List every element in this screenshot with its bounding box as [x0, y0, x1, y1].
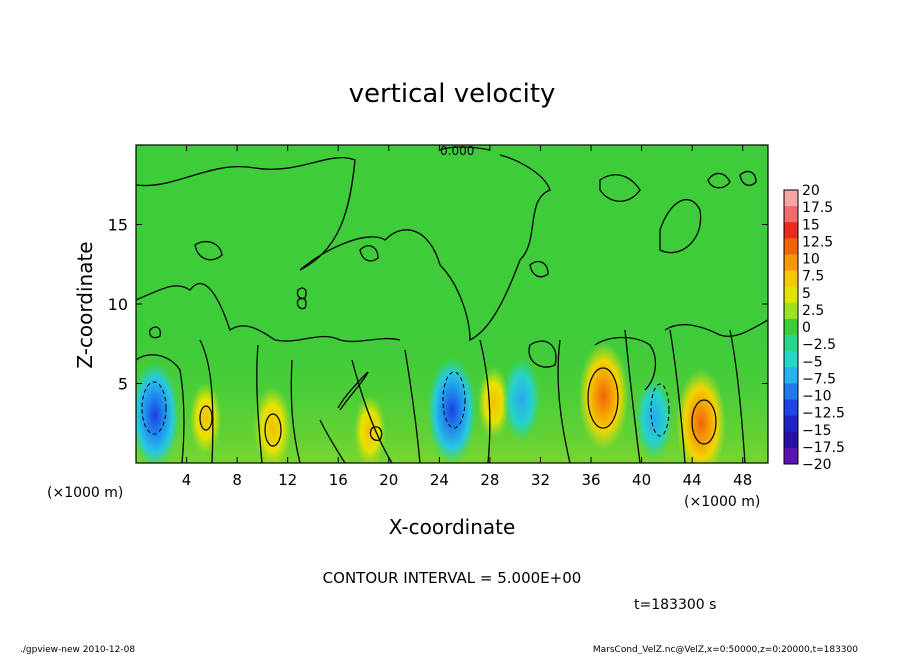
colorbar-label: −5: [802, 354, 823, 370]
colorbar-swatch: [784, 399, 798, 417]
negative-contours: [141, 371, 670, 437]
x-tick-label: 16: [329, 471, 348, 489]
x-axis: 4 8 12 16 20 24 28 32 36 40 44 48: [182, 145, 752, 489]
colorbar-swatch: [784, 415, 798, 433]
colorbar-label: 2.5: [802, 303, 824, 319]
x-tick-label: 44: [683, 471, 702, 489]
velocity-cell-7: [502, 357, 541, 442]
colorbar-swatch: [784, 431, 798, 449]
colorbar-swatch: [784, 286, 798, 304]
colorbar-label: −17.5: [802, 440, 845, 456]
velocity-cell-3: [253, 386, 292, 463]
y-tick-label: 5: [118, 375, 128, 394]
contour-label: 0.000: [440, 144, 474, 158]
colorbar-label: 20: [802, 183, 820, 199]
x-tick-label: 40: [632, 471, 651, 489]
y-tick-label: 15: [108, 216, 128, 235]
x-tick-label: 20: [379, 471, 398, 489]
colorbar-swatch: [784, 190, 798, 207]
colorbar-label: 17.5: [802, 200, 833, 216]
chart-title: vertical velocity: [349, 79, 556, 109]
x-unit-left: (×1000 m): [47, 485, 123, 501]
colorbar-swatch: [784, 206, 798, 223]
velocity-cell-4: [353, 395, 386, 463]
velocity-cell-5: [427, 356, 477, 463]
footer-left: ./gpview-new 2010-12-08: [20, 645, 135, 654]
colorbar-swatch: [784, 238, 798, 255]
colorbar-label: −10: [802, 389, 832, 405]
velocity-cell-2: [189, 382, 222, 455]
colorbar-label: 5: [802, 286, 811, 302]
velocity-cell-10: [676, 369, 727, 463]
zero-contours: [136, 146, 768, 463]
colorbar-swatch: [784, 270, 798, 288]
colorbar-label: 12.5: [802, 234, 833, 250]
y-tick-label: 10: [108, 295, 128, 314]
y-axis-label: Z-coordinate: [73, 241, 97, 368]
x-tick-label: 28: [480, 471, 499, 489]
colorbar-frame: [783, 189, 799, 465]
x-tick-label: 8: [232, 471, 242, 489]
x-tick-label: 4: [182, 471, 192, 489]
contour-interval-text: CONTOUR INTERVAL = 5.000E+00: [323, 569, 582, 587]
colorbar-swatch: [784, 335, 798, 352]
colorbar-label: 10: [802, 252, 820, 268]
time-text: t=183300 s: [634, 597, 716, 613]
plot-area: [136, 145, 768, 463]
x-unit-right: (×1000 m): [684, 494, 760, 510]
colorbar-swatch: [784, 254, 798, 272]
colorbar-swatch: [784, 318, 798, 336]
colorbar-swatch: [784, 383, 798, 401]
velocity-cell-8: [578, 342, 629, 451]
colorbar-label: 15: [802, 217, 820, 233]
x-tick-label: 48: [733, 471, 752, 489]
colorbar-label: −7.5: [802, 371, 836, 387]
colorbar-label: 7.5: [802, 269, 824, 285]
colorbar-swatch: [784, 447, 798, 465]
velocity-cell-9: [635, 376, 674, 461]
x-tick-label: 24: [430, 471, 449, 489]
colorbar-swatch: [784, 302, 798, 320]
colorbar-label: −15: [802, 423, 832, 439]
y-axis: 5 10 15: [108, 216, 768, 394]
colorbar-label: −2.5: [802, 337, 836, 353]
x-tick-label: 36: [581, 471, 600, 489]
colorbar-label: −12.5: [802, 406, 845, 422]
velocity-cell-1: [136, 361, 180, 463]
x-tick-label: 12: [278, 471, 297, 489]
colorbar-swatch: [784, 367, 798, 384]
colorbar-label: 0: [802, 320, 811, 336]
x-axis-label: X-coordinate: [389, 515, 516, 539]
colorbar-swatch: [784, 351, 798, 368]
colorbar-swatch: [784, 222, 798, 239]
colorbar-label: −20: [802, 457, 832, 473]
velocity-cell-6: [477, 366, 510, 439]
footer-right: MarsCond_VelZ.nc@VelZ,x=0:50000,z=0:2000…: [593, 645, 858, 654]
x-tick-label: 32: [531, 471, 550, 489]
positive-contours: [199, 367, 717, 447]
